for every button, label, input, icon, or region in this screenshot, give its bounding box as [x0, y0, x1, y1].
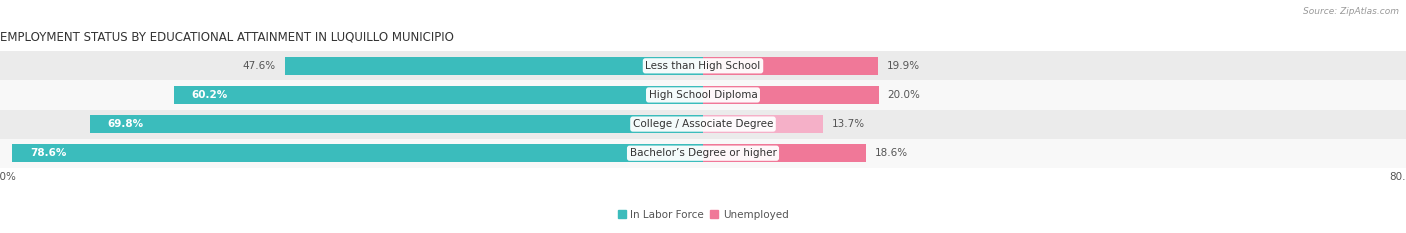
Text: 60.2%: 60.2% [191, 90, 228, 100]
Text: Less than High School: Less than High School [645, 61, 761, 71]
Bar [13, 144, 703, 162]
Bar [0, 110, 1406, 139]
Text: 78.6%: 78.6% [30, 148, 66, 158]
Bar [703, 86, 879, 104]
Bar [174, 86, 703, 104]
Text: 13.7%: 13.7% [832, 119, 865, 129]
Text: Source: ZipAtlas.com: Source: ZipAtlas.com [1303, 7, 1399, 16]
Bar [285, 57, 703, 75]
Bar [90, 115, 703, 133]
Text: College / Associate Degree: College / Associate Degree [633, 119, 773, 129]
Text: High School Diploma: High School Diploma [648, 90, 758, 100]
Text: 69.8%: 69.8% [107, 119, 143, 129]
Bar [703, 115, 824, 133]
Text: 47.6%: 47.6% [243, 61, 276, 71]
Bar [0, 80, 1406, 110]
Bar [0, 51, 1406, 80]
Bar [0, 139, 1406, 168]
Legend: In Labor Force, Unemployed: In Labor Force, Unemployed [614, 207, 792, 223]
Bar [703, 144, 866, 162]
Text: Bachelor’s Degree or higher: Bachelor’s Degree or higher [630, 148, 776, 158]
Text: 20.0%: 20.0% [887, 90, 921, 100]
Text: 19.9%: 19.9% [887, 61, 920, 71]
Text: 18.6%: 18.6% [875, 148, 908, 158]
Text: EMPLOYMENT STATUS BY EDUCATIONAL ATTAINMENT IN LUQUILLO MUNICIPIO: EMPLOYMENT STATUS BY EDUCATIONAL ATTAINM… [0, 30, 454, 43]
Bar [703, 57, 877, 75]
